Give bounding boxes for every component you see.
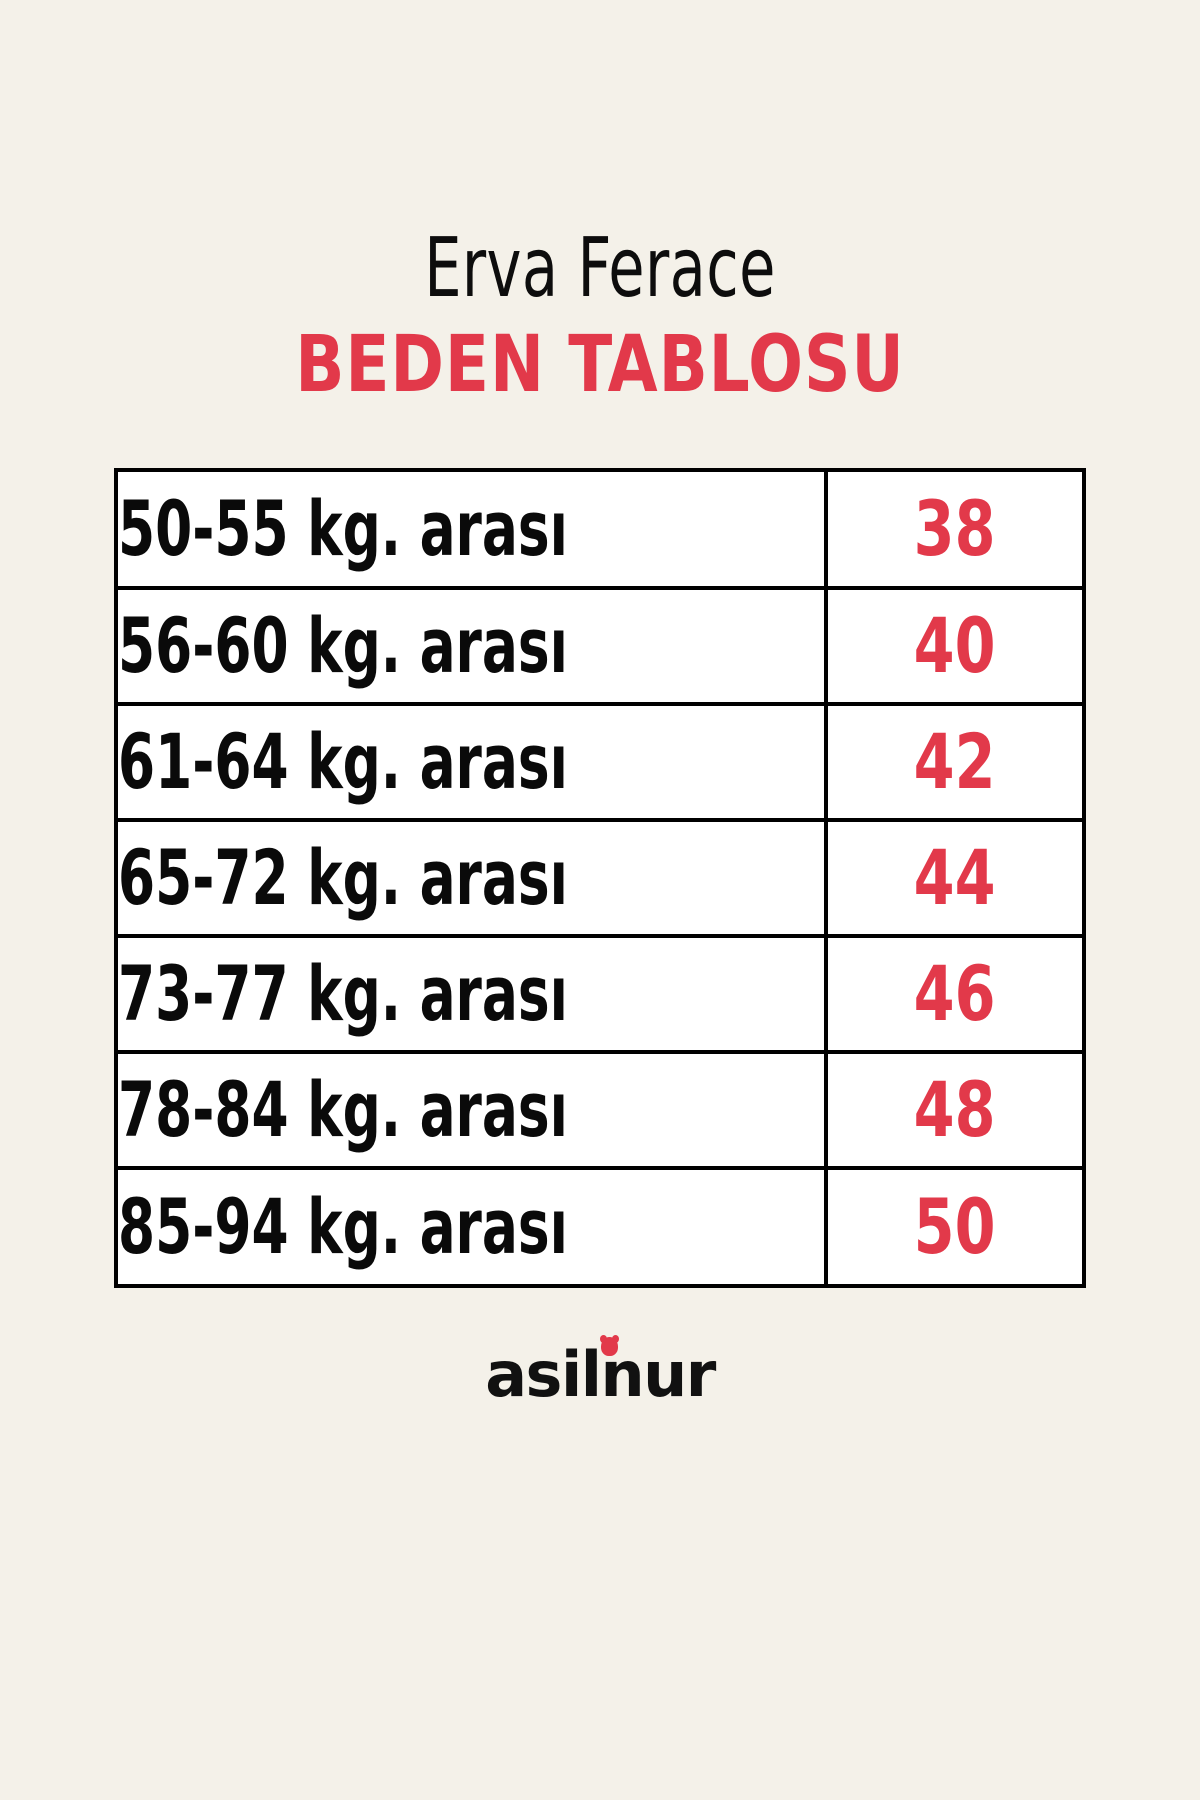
table-row: 65-72 kg. arası 44 [118,820,1082,938]
weight-range-cell: 50-55 kg. arası [118,472,828,590]
weight-range-label: 61-64 kg. arası [118,717,568,806]
weight-range-label: 56-60 kg. arası [118,601,568,690]
size-value-label: 44 [913,833,996,922]
size-value-cell: 40 [825,588,1082,706]
brand-logo-text-before: as [485,1338,562,1411]
table-row: 56-60 kg. arası 40 [118,588,1082,706]
size-value-cell: 46 [825,936,1082,1054]
size-value-cell: 48 [825,1052,1082,1170]
size-value-cell: 38 [825,472,1082,590]
size-value-label: 48 [913,1065,996,1154]
weight-range-label: 85-94 kg. arası [118,1182,568,1271]
header: Erva Ferace BEDEN TABLOSU [0,221,1200,410]
size-value-label: 42 [913,717,996,806]
size-table: 50-55 kg. arası 38 56-60 kg. arası 40 [118,472,1082,1284]
weight-range-cell: 56-60 kg. arası [118,588,828,706]
weight-range-label: 50-55 kg. arası [118,484,568,573]
weight-range-cell: 65-72 kg. arası [118,820,828,938]
table-row: 50-55 kg. arası 38 [118,472,1082,590]
page-title: Erva Ferace [424,221,776,316]
table-row: 61-64 kg. arası 42 [118,704,1082,822]
weight-range-cell: 61-64 kg. arası [118,704,828,822]
size-chart-heading: BEDEN TABLOSU [295,320,905,410]
size-value-label: 40 [913,601,996,690]
brand-logo-text-i: i [560,1338,582,1411]
weight-range-label: 73-77 kg. arası [118,949,568,1038]
weight-range-cell: 73-77 kg. arası [118,936,828,1054]
footer: asilnur [0,1335,1200,1406]
size-value-label: 46 [913,949,996,1038]
weight-range-label: 65-72 kg. arası [118,833,568,922]
size-table-container: 50-55 kg. arası 38 56-60 kg. arası 40 [114,468,1086,1288]
brand-logo: asilnur [485,1335,716,1406]
size-value-label: 50 [913,1182,996,1271]
table-row: 78-84 kg. arası 48 [118,1052,1082,1170]
weight-range-cell: 78-84 kg. arası [118,1052,828,1170]
size-table-body: 50-55 kg. arası 38 56-60 kg. arası 40 [118,472,1082,1284]
tulip-dot-icon [600,1335,620,1356]
size-value-label: 38 [913,484,996,573]
brand-logo-wordmark: asilnur [485,1335,716,1406]
table-row: 85-94 kg. arası 50 [118,1168,1082,1284]
weight-range-label: 78-84 kg. arası [118,1065,568,1154]
size-value-cell: 44 [825,820,1082,938]
table-row: 73-77 kg. arası 46 [118,936,1082,1054]
weight-range-cell: 85-94 kg. arası [118,1168,828,1284]
size-value-cell: 42 [825,704,1082,822]
size-value-cell: 50 [825,1168,1082,1284]
